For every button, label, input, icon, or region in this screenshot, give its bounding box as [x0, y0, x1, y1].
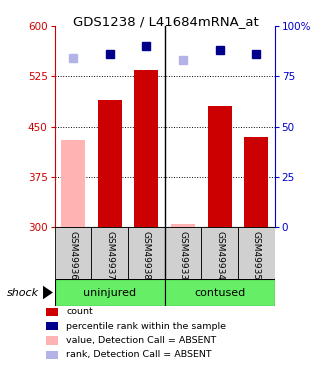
Bar [91, 227, 128, 279]
Bar [245, 136, 268, 227]
Text: GSM49937: GSM49937 [105, 231, 114, 280]
Bar [165, 279, 275, 306]
Text: GSM49933: GSM49933 [178, 231, 188, 280]
Bar [128, 227, 165, 279]
Text: rank, Detection Call = ABSENT: rank, Detection Call = ABSENT [66, 350, 212, 359]
Text: shock: shock [7, 288, 39, 297]
Text: GSM49938: GSM49938 [142, 231, 151, 280]
Bar [98, 100, 121, 227]
Text: GSM49934: GSM49934 [215, 231, 224, 280]
Text: percentile rank within the sample: percentile rank within the sample [66, 322, 226, 331]
Bar [165, 227, 201, 279]
Text: GSM49936: GSM49936 [69, 231, 77, 280]
Text: GSM49935: GSM49935 [252, 231, 261, 280]
Text: uninjured: uninjured [83, 288, 136, 297]
Bar [134, 70, 158, 227]
Bar [238, 227, 275, 279]
Text: value, Detection Call = ABSENT: value, Detection Call = ABSENT [66, 336, 216, 345]
Text: GDS1238 / L41684mRNA_at: GDS1238 / L41684mRNA_at [72, 15, 259, 28]
Bar [171, 224, 195, 227]
Bar [61, 140, 85, 227]
Bar [201, 227, 238, 279]
Bar [55, 227, 91, 279]
Bar [55, 279, 165, 306]
Bar [208, 106, 232, 227]
Text: count: count [66, 308, 93, 316]
Text: contused: contused [194, 288, 245, 297]
